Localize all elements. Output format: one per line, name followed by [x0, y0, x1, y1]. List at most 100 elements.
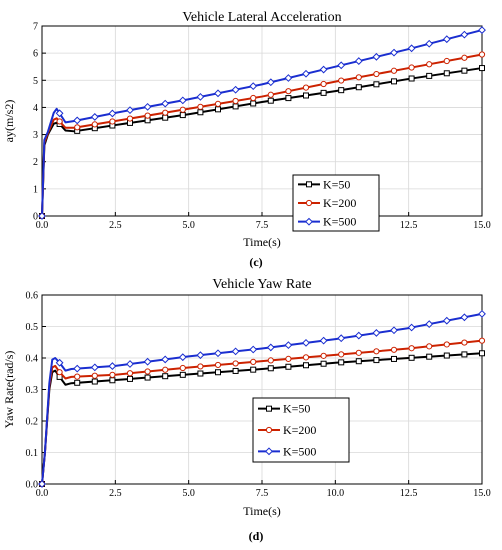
data-point [478, 337, 486, 344]
data-point [144, 368, 151, 375]
data-point [74, 373, 81, 380]
data-point [408, 345, 415, 352]
data-point [231, 85, 240, 94]
data-point [179, 106, 186, 113]
data-point [425, 39, 434, 48]
x-tick-label: 5.0 [182, 220, 195, 231]
panel-label: (d) [249, 529, 264, 543]
x-tick-label: 2.5 [109, 488, 122, 499]
x-tick-label: 0.0 [36, 488, 49, 499]
data-point [390, 67, 398, 74]
y-tick-label: 4 [33, 103, 38, 114]
data-point [162, 109, 169, 116]
legend-label: K=50 [283, 402, 310, 416]
data-point [250, 100, 257, 107]
data-point [285, 95, 292, 102]
data-point [161, 99, 170, 108]
legend-label: K=500 [323, 215, 356, 229]
data-point [126, 115, 134, 122]
data-point [284, 341, 293, 350]
data-point [338, 359, 345, 366]
legend-label: K=200 [283, 423, 316, 437]
panel-label: (c) [249, 255, 262, 269]
data-point [407, 323, 416, 332]
data-point [214, 349, 222, 358]
data-point [56, 118, 63, 125]
y-tick-label: 7 [33, 22, 38, 33]
data-point [461, 339, 468, 346]
data-point [373, 70, 380, 78]
data-point [55, 358, 64, 367]
x-tick-label: 10.0 [327, 488, 345, 499]
data-point [426, 353, 433, 360]
data-point [197, 103, 204, 110]
data-point [305, 217, 313, 226]
y-tick-label: 0.4 [26, 354, 39, 365]
data-point [479, 65, 485, 72]
data-point [442, 35, 451, 44]
data-point [232, 367, 239, 374]
chart-panel-0: 0.02.55.07.510.012.515.001234567Vehicle … [2, 10, 491, 269]
series-K=500 [38, 309, 486, 488]
y-tick-label: 2 [33, 157, 38, 168]
data-point [109, 371, 116, 378]
data-point [91, 378, 98, 385]
data-point [126, 370, 134, 377]
data-point [232, 97, 239, 105]
data-point [91, 121, 98, 128]
data-point [320, 360, 327, 367]
legend-label: K=50 [323, 177, 350, 191]
y-tick-label: 0.0 [26, 480, 39, 491]
data-point [214, 89, 222, 98]
data-point [38, 480, 46, 488]
y-axis-label: ay(m/s2) [2, 100, 16, 143]
data-point [338, 77, 345, 84]
data-point [373, 348, 380, 355]
y-tick-label: 1 [33, 184, 38, 195]
data-point [214, 100, 222, 108]
data-point [267, 357, 274, 364]
data-point [250, 358, 257, 366]
data-point [285, 355, 292, 362]
data-point [337, 61, 346, 70]
data-point [108, 109, 117, 118]
y-axis-label: Yaw Rate(rad/s) [2, 351, 16, 429]
data-point [338, 87, 345, 94]
y-tick-label: 0.1 [26, 448, 39, 459]
data-point [215, 106, 221, 113]
data-point [162, 373, 169, 380]
legend-label: K=200 [323, 196, 356, 210]
x-tick-label: 5.0 [182, 488, 195, 499]
data-point [320, 80, 327, 88]
data-point [38, 212, 46, 220]
data-point [196, 351, 205, 360]
x-tick-label: 12.5 [400, 220, 418, 231]
data-point [478, 309, 486, 318]
y-tick-label: 6 [33, 49, 38, 60]
data-point [391, 78, 397, 85]
data-point [355, 358, 362, 365]
x-axis-label: Time(s) [243, 235, 281, 249]
data-point [478, 26, 486, 34]
y-tick-label: 0 [33, 212, 38, 223]
x-tick-label: 7.5 [256, 488, 269, 499]
data-point [108, 362, 117, 370]
data-point [391, 355, 397, 362]
data-point [443, 70, 450, 77]
y-tick-label: 0.3 [26, 385, 39, 396]
data-point [478, 51, 486, 58]
x-tick-label: 15.0 [473, 488, 491, 499]
data-point [302, 84, 310, 91]
data-point [267, 97, 274, 104]
data-point [355, 84, 362, 91]
data-point [232, 103, 239, 110]
x-tick-label: 12.5 [400, 488, 418, 499]
data-point [303, 362, 309, 369]
data-point [373, 81, 380, 88]
data-point [179, 112, 186, 119]
legend-label: K=500 [283, 444, 316, 458]
y-tick-label: 0.2 [26, 417, 39, 428]
data-point [215, 369, 221, 376]
data-point [265, 447, 273, 456]
data-point [426, 72, 433, 79]
